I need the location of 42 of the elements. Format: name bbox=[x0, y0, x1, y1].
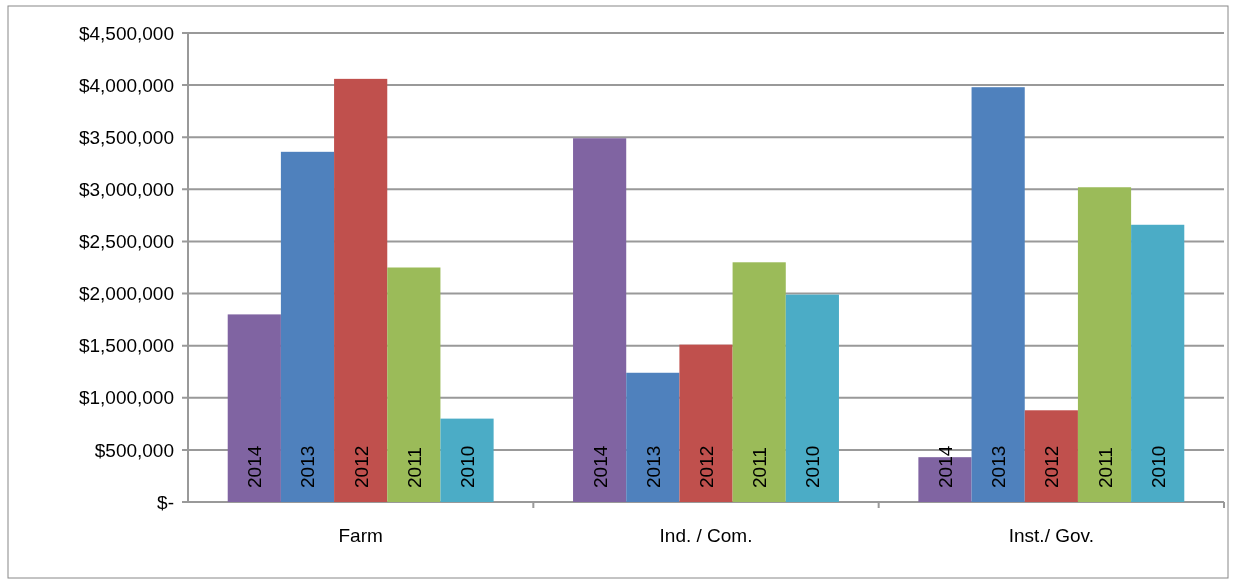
y-tick-label: $1,500,000 bbox=[78, 335, 174, 357]
x-tick-label: Ind. / Com. bbox=[659, 525, 753, 546]
bar bbox=[280, 151, 335, 502]
bar bbox=[732, 262, 786, 502]
series-label: 2012 bbox=[350, 445, 372, 488]
y-tick-label: $500,000 bbox=[94, 439, 174, 461]
x-tick-label: Inst./ Gov. bbox=[1008, 525, 1094, 546]
text: 2012 bbox=[696, 445, 717, 488]
series-label: 2013 bbox=[297, 445, 319, 488]
y-tick-label: $4,000,000 bbox=[78, 74, 174, 96]
text: 2011 bbox=[749, 447, 771, 488]
y-tick-label: $3,000,000 bbox=[78, 178, 174, 200]
text: 2012 bbox=[1041, 445, 1063, 488]
bar bbox=[1024, 410, 1078, 502]
y-tick-label: $1,000,000 bbox=[78, 387, 174, 409]
bar bbox=[440, 418, 494, 502]
bar bbox=[334, 78, 388, 502]
series-label: 2011 bbox=[403, 447, 425, 488]
bar bbox=[626, 372, 680, 502]
bar bbox=[1131, 224, 1185, 502]
bar bbox=[971, 87, 1025, 502]
bar bbox=[1077, 187, 1132, 502]
text: 2011 bbox=[1094, 447, 1116, 488]
text: 2013 bbox=[642, 445, 664, 488]
bar bbox=[573, 138, 627, 502]
bar bbox=[785, 294, 839, 502]
bar bbox=[679, 344, 733, 502]
bar bbox=[387, 267, 441, 502]
y-tick-label: $- bbox=[157, 491, 174, 513]
text: 2010 bbox=[1147, 445, 1169, 488]
text: 2010 bbox=[802, 445, 824, 488]
x-tick-label: Farm bbox=[338, 525, 383, 546]
text: 2013 bbox=[988, 445, 1010, 488]
text: 2014 bbox=[589, 445, 611, 488]
y-tick-label: $2,500,000 bbox=[78, 231, 174, 253]
y-tick-label: $3,500,000 bbox=[78, 126, 174, 148]
series-label: 2010 bbox=[457, 445, 479, 488]
y-tick-label: $2,000,000 bbox=[78, 283, 174, 305]
text: 2014 bbox=[244, 445, 266, 488]
series-label: 2014 bbox=[934, 445, 956, 488]
bar bbox=[227, 314, 281, 502]
y-tick-label: $4,500,000 bbox=[78, 22, 174, 44]
